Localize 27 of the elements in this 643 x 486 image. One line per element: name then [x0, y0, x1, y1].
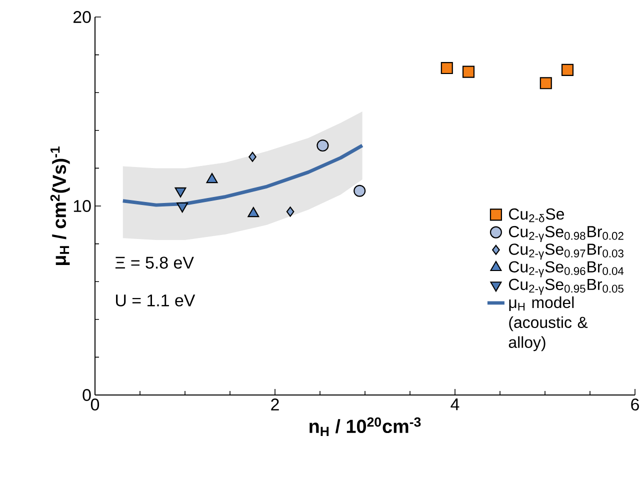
annotation: U = 1.1 eV [116, 294, 196, 306]
x-tick-label: 6 [631, 398, 639, 411]
point [462, 66, 475, 78]
x-tick-label: 4 [450, 398, 460, 410]
annotation: Ξ = 5.8 eV [115, 256, 194, 269]
point [316, 139, 329, 152]
x-tick-label: 0 [90, 398, 100, 411]
point [561, 64, 574, 76]
point [540, 77, 552, 90]
legend-label: μ$_{H}$ model (acoustic & alloy) [508, 296, 588, 352]
x-tick-label: 2 [271, 398, 279, 410]
y-tick-label: 0 [82, 389, 91, 402]
x-axis-title: n$_{H}$ / 10$^{20}$cm$^{-3}$ [310, 417, 421, 436]
legend-label: Cu$_{2-γ}$Se$_{0.95}$Br$_{0.05}$ [509, 278, 624, 295]
point [440, 62, 453, 74]
y-axis-title: μ$_{H}$ / cm$^{2}$(Vs)$^{-1}$ [50, 146, 70, 266]
point [354, 184, 366, 197]
point [286, 206, 294, 217]
y-tick-label: 10 [74, 200, 91, 212]
legend-label: Cu$_{2-γ}$Se$_{0.97}$Br$_{0.03}$ [509, 244, 624, 260]
y-tick-label: 20 [74, 11, 91, 23]
point [206, 173, 218, 184]
legend-label: Cu$_{2-δ}$Se [509, 208, 564, 222]
legend-label: Cu$_{2-γ}$Se$_{0.98}$Br$_{0.02}$ [509, 226, 624, 242]
legend-label: Cu$_{2-γ}$Se$_{0.96}$Br$_{0.04}$ [509, 261, 624, 278]
point [248, 207, 260, 218]
point [248, 152, 256, 162]
